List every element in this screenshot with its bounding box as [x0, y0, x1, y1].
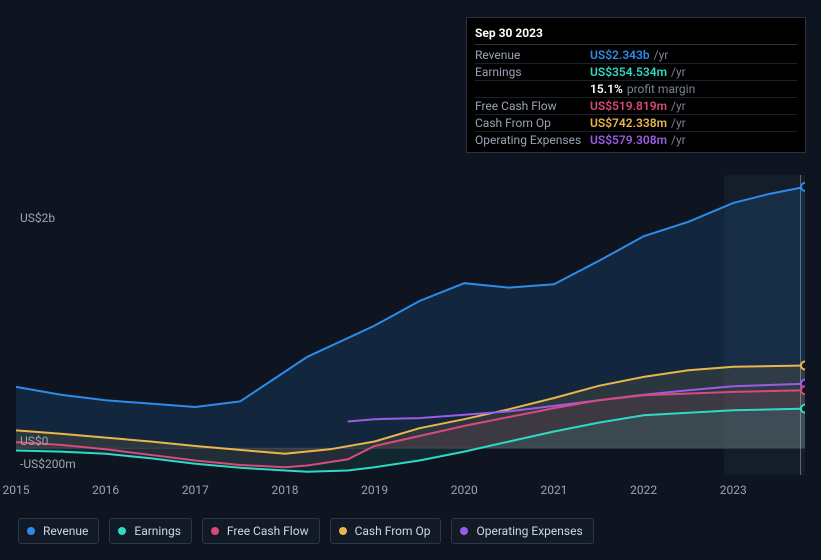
- x-tick-label: 2018: [265, 483, 305, 497]
- x-tick-label: 2022: [624, 483, 664, 497]
- legend-item[interactable]: Operating Expenses: [451, 518, 593, 544]
- tooltip-row-value: US$354.534m: [590, 65, 667, 79]
- legend-dot-icon: [27, 527, 35, 535]
- tooltip-row-value: US$519.819m: [590, 99, 667, 113]
- tooltip-row: 15.1% profit margin: [475, 81, 797, 98]
- legend-item[interactable]: Revenue: [18, 518, 99, 544]
- legend-label: Earnings: [134, 524, 181, 538]
- x-tick-label: 2019: [355, 483, 395, 497]
- x-tick-label: 2015: [0, 483, 36, 497]
- legend: Revenue Earnings Free Cash Flow Cash From O…: [18, 518, 594, 544]
- tooltip-row-value: US$579.308m: [590, 133, 667, 147]
- y-tick-label: -US$200m: [20, 457, 76, 471]
- x-tick-label: 2017: [175, 483, 215, 497]
- tooltip-panel: Sep 30 2023 RevenueUS$2.343b/yrEarningsU…: [466, 17, 806, 153]
- y-tick-label: US$2b: [20, 211, 55, 225]
- legend-dot-icon: [118, 527, 126, 535]
- tooltip-row: RevenueUS$2.343b/yr: [475, 47, 797, 64]
- tooltip-row-label: Free Cash Flow: [475, 99, 590, 113]
- tooltip-row-label: Revenue: [475, 48, 590, 62]
- plot-area[interactable]: [16, 175, 805, 475]
- legend-dot-icon: [460, 527, 468, 535]
- y-tick-label: US$0: [20, 434, 48, 448]
- tooltip-row-unit: /yr: [671, 99, 686, 113]
- x-tick-label: 2023: [713, 483, 753, 497]
- tooltip-row-value: 15.1%: [590, 82, 623, 96]
- tooltip-row: EarningsUS$354.534m/yr: [475, 64, 797, 81]
- legend-dot-icon: [339, 527, 347, 535]
- x-tick-label: 2020: [444, 483, 484, 497]
- tooltip-row-label: Operating Expenses: [475, 133, 590, 147]
- tooltip-row-unit: /yr: [671, 65, 686, 79]
- legend-label: Cash From Op: [355, 524, 431, 538]
- tooltip-row: Cash From OpUS$742.338m/yr: [475, 115, 797, 132]
- tooltip-row-unit: /yr: [671, 133, 686, 147]
- tooltip-row-unit: /yr: [671, 116, 686, 130]
- tooltip-row: Operating ExpensesUS$579.308m/yr: [475, 132, 797, 148]
- financials-chart: US$2b US$0 -US$200m 2015 2016 2017 2018 2019 20…: [0, 0, 821, 560]
- tooltip-row: Free Cash FlowUS$519.819m/yr: [475, 98, 797, 115]
- legend-label: Revenue: [43, 524, 88, 538]
- legend-item[interactable]: Earnings: [109, 518, 192, 544]
- tooltip-date: Sep 30 2023: [475, 22, 797, 45]
- x-tick-label: 2021: [534, 483, 574, 497]
- legend-item[interactable]: Cash From Op: [330, 518, 442, 544]
- tooltip-row-value: US$2.343b: [590, 48, 650, 62]
- tooltip-row-label: Earnings: [475, 65, 590, 79]
- legend-item[interactable]: Free Cash Flow: [202, 518, 320, 544]
- tooltip-row-unit: profit margin: [627, 82, 695, 96]
- x-axis: 201520162017201820192020202120222023: [16, 483, 805, 503]
- tooltip-row-value: US$742.338m: [590, 116, 667, 130]
- legend-label: Operating Expenses: [476, 524, 582, 538]
- tooltip-row-label: Cash From Op: [475, 116, 590, 130]
- legend-label: Free Cash Flow: [227, 524, 309, 538]
- x-tick-label: 2016: [86, 483, 126, 497]
- legend-dot-icon: [211, 527, 219, 535]
- tooltip-row-unit: /yr: [654, 48, 669, 62]
